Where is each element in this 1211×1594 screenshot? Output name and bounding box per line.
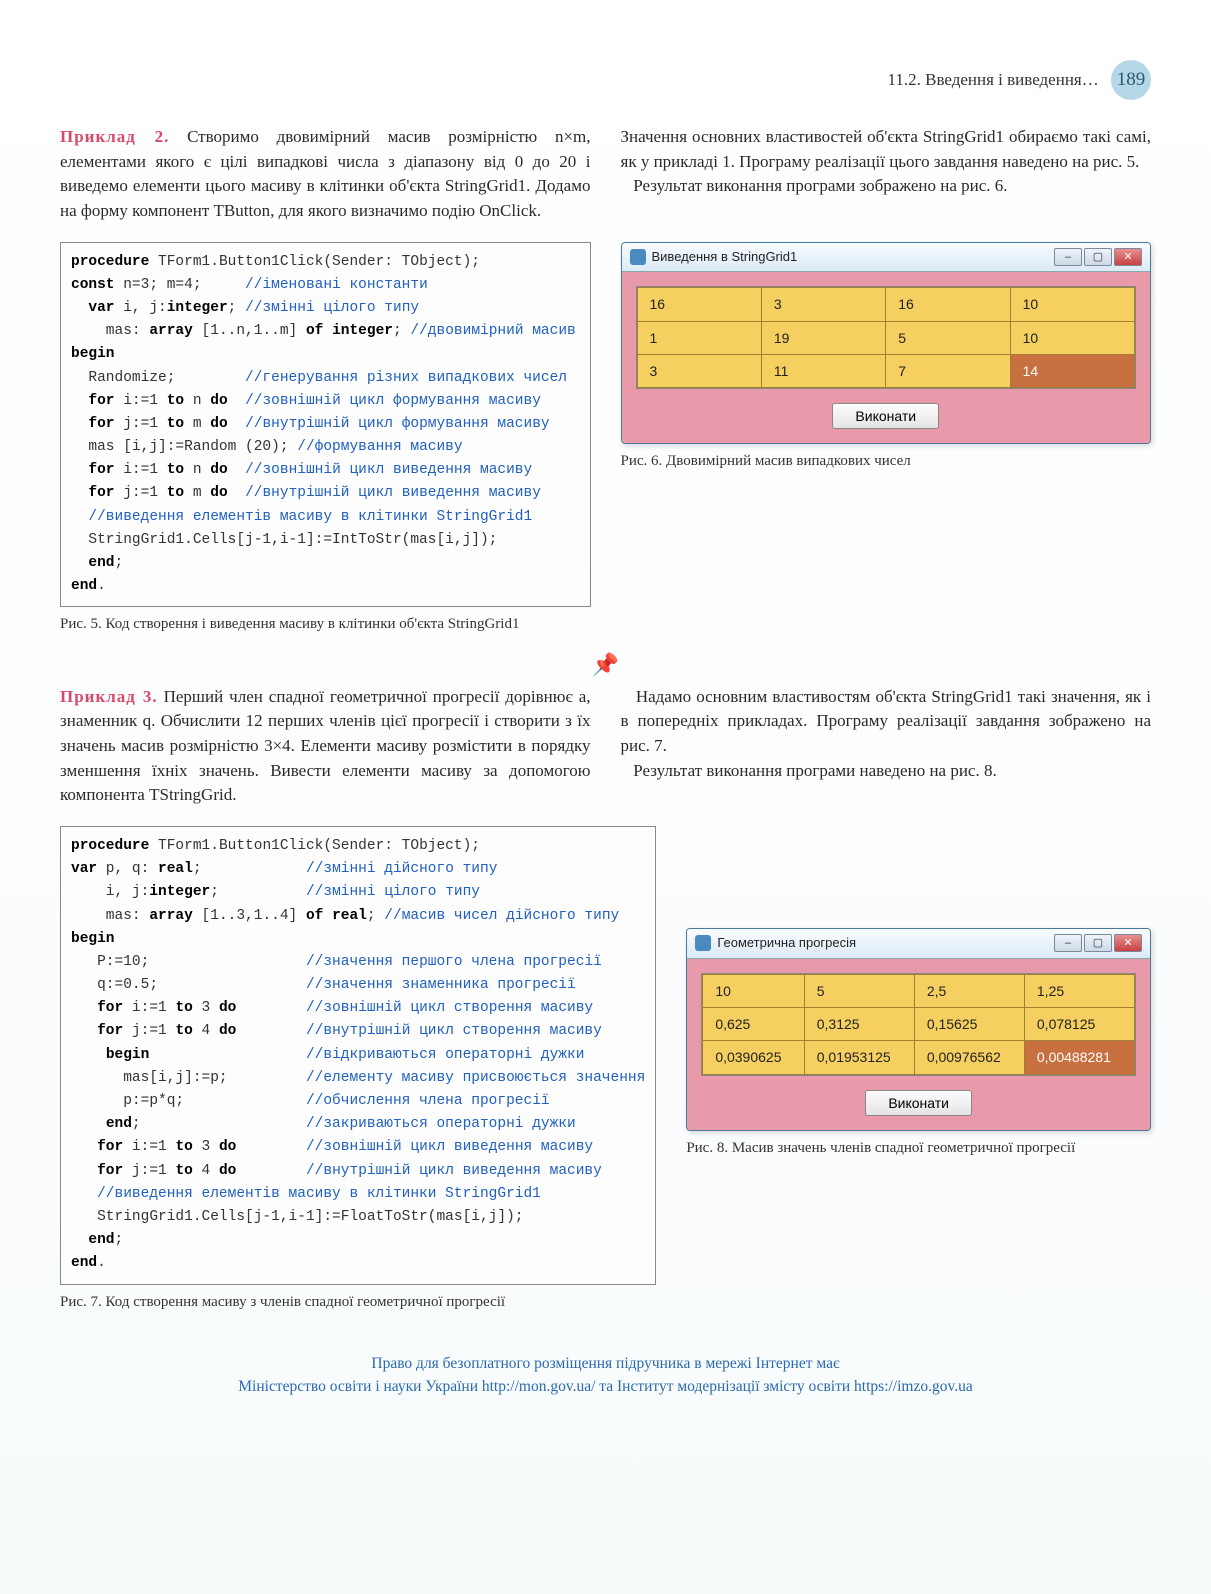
example-3-label: Приклад 3. [60, 687, 158, 706]
grid-cell: 0,00976562 [914, 1041, 1024, 1074]
grid-cell: 2,5 [914, 974, 1024, 1007]
minimize-button[interactable]: – [1054, 934, 1082, 952]
window-fig8: Геометрична прогресія–▢✕1052,51,250,6250… [686, 928, 1151, 1131]
app-icon [695, 935, 711, 951]
string-grid[interactable]: 1052,51,25 0,6250,31250,156250,078125 0,03… [701, 973, 1136, 1076]
execute-button[interactable]: Виконати [865, 1090, 972, 1116]
example-2-figures: procedure TForm1.Button1Click(Sender: TO… [60, 224, 1151, 635]
page-header: 11.2. Введення і виведення… 189 [60, 60, 1151, 100]
grid-cell: 0,625 [703, 1008, 804, 1041]
example-2-text: Приклад 2. Створимо двовимірний масив ро… [60, 125, 1151, 224]
code-block-fig7: procedure TForm1.Button1Click(Sender: TO… [60, 826, 656, 1285]
grid-cell: 5 [886, 321, 1010, 354]
grid-cell: 0,01953125 [804, 1041, 914, 1074]
grid-cell: 16 [637, 288, 761, 321]
execute-button[interactable]: Виконати [832, 403, 939, 429]
grid-cell: 10 [703, 974, 804, 1007]
grid-cell: 0,3125 [804, 1008, 914, 1041]
grid-cell: 0,15625 [914, 1008, 1024, 1041]
string-grid[interactable]: 1631610119510311714 [636, 286, 1137, 389]
maximize-button[interactable]: ▢ [1084, 248, 1112, 266]
page: 11.2. Введення і виведення… 189 Приклад … [0, 0, 1211, 1594]
pin-icon: 📌 [60, 649, 1151, 681]
titlebar: Геометрична прогресія –▢✕ [687, 929, 1150, 959]
titlebar: Виведення в StringGrid1 –▢✕ [622, 243, 1151, 273]
example-3-figures: procedure TForm1.Button1Click(Sender: TO… [60, 808, 1151, 1312]
grid-cell: 14 [1010, 355, 1134, 388]
grid-cell: 1 [637, 321, 761, 354]
grid-cell: 3 [637, 355, 761, 388]
grid-cell: 16 [886, 288, 1010, 321]
footer: Право для безоплатного розміщення підруч… [60, 1352, 1151, 1399]
example-3-right-text-2: Результат виконання програми наведено на… [633, 761, 996, 780]
footer-line-2: Міністерство освіти і науки України http… [60, 1375, 1151, 1398]
window-body: 1631610119510311714Виконати [622, 272, 1151, 443]
code-block-fig5: procedure TForm1.Button1Click(Sender: TO… [60, 242, 591, 608]
caption-fig7: Рис. 7. Код створення масиву з членів сп… [60, 1293, 656, 1313]
example-3-text: Приклад 3. Перший член спадної геометрич… [60, 685, 1151, 808]
section-title: 11.2. Введення і виведення… [888, 70, 1099, 89]
grid-cell: 10 [1010, 288, 1134, 321]
caption-fig6: Рис. 6. Двовимірний масив випадкових чис… [621, 452, 1152, 472]
close-button[interactable]: ✕ [1114, 248, 1142, 266]
example-2-label: Приклад 2. [60, 127, 169, 146]
window-body: 1052,51,25 0,6250,31250,156250,078125 0,03… [687, 959, 1150, 1130]
page-number: 189 [1111, 60, 1151, 100]
example-2-right-text-1: Значення основних властивостей об'єкта S… [621, 127, 1152, 171]
minimize-button[interactable]: – [1054, 248, 1082, 266]
grid-cell: 3 [761, 288, 885, 321]
app-icon [630, 249, 646, 265]
caption-fig5: Рис. 5. Код створення і виведення масиву… [60, 615, 591, 635]
caption-fig8: Рис. 8. Масив значень членів спадної гео… [686, 1139, 1151, 1159]
window-title: Геометрична прогресія [717, 934, 856, 953]
close-button[interactable]: ✕ [1114, 934, 1142, 952]
footer-line-1: Право для безоплатного розміщення підруч… [60, 1352, 1151, 1375]
grid-cell: 10 [1010, 321, 1134, 354]
grid-cell: 0,0390625 [703, 1041, 804, 1074]
window-title: Виведення в StringGrid1 [652, 248, 798, 267]
maximize-button[interactable]: ▢ [1084, 934, 1112, 952]
grid-cell: 19 [761, 321, 885, 354]
grid-cell: 11 [761, 355, 885, 388]
grid-cell: 0,078125 [1024, 1008, 1134, 1041]
grid-cell: 5 [804, 974, 914, 1007]
grid-cell: 0,00488281 [1024, 1041, 1134, 1074]
example-3-right-text-1: Надамо основним властивостям об'єкта Str… [621, 687, 1152, 755]
grid-cell: 7 [886, 355, 1010, 388]
example-2-right-text-2: Результат виконання програми зображено н… [633, 176, 1007, 195]
grid-cell: 1,25 [1024, 974, 1134, 1007]
window-fig6: Виведення в StringGrid1–▢✕16316101195103… [621, 242, 1152, 445]
